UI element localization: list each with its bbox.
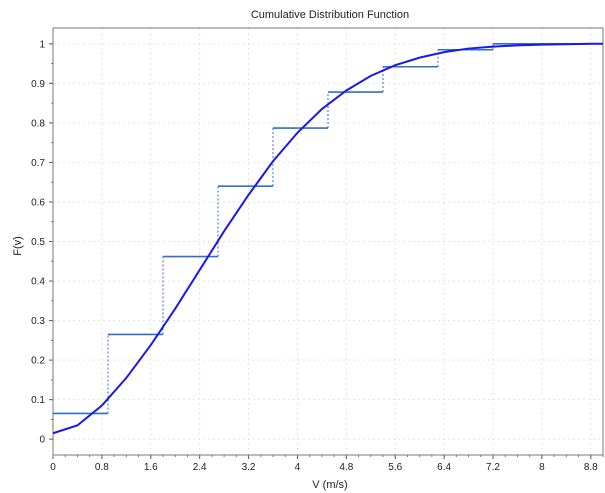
y-axis: 0 0.1 0.2 0.3 0.4 0.5 0.6 0.7 0.8 0.9 1	[31, 39, 53, 446]
x-tick-label: 7.2	[486, 462, 500, 473]
x-tick-label: 0	[50, 462, 56, 473]
y-tick-label: 1	[39, 39, 45, 50]
chart-title: Cumulative Distribution Function	[251, 9, 409, 21]
y-tick-label: 0	[39, 435, 45, 446]
y-tick-label: 0.5	[31, 237, 45, 248]
x-tick-label: 8.8	[584, 462, 598, 473]
x-tick-label: 3.2	[242, 462, 256, 473]
y-tick-label: 0.8	[31, 118, 45, 129]
x-tick-label: 8	[539, 462, 545, 473]
y-axis-label: F(v)	[12, 236, 24, 256]
x-tick-label: 6.4	[437, 462, 451, 473]
cdf-curve	[52, 42, 603, 435]
series-layer	[52, 42, 603, 435]
y-tick-label: 0.6	[31, 197, 45, 208]
y-tick-label: 0.2	[31, 356, 45, 367]
x-axis: 0 0.8 1.6 2.4 3.2 4 4.8 5.6 6.4 7.2 8 8.8	[50, 455, 604, 473]
x-tick-label: 1.6	[144, 462, 158, 473]
y-tick-label: 0.9	[31, 79, 45, 90]
x-tick-label: 5.6	[388, 462, 402, 473]
x-axis-label: V (m/s)	[312, 479, 347, 491]
y-tick-label: 0.3	[31, 316, 45, 327]
x-tick-label: 4.8	[339, 462, 353, 473]
y-tick-label: 0.4	[31, 277, 45, 288]
y-tick-label: 0.1	[31, 395, 45, 406]
x-tick-label: 0.8	[95, 462, 109, 473]
x-tick-label: 2.4	[193, 462, 207, 473]
y-tick-label: 0.7	[31, 158, 45, 169]
x-tick-label: 4	[295, 462, 301, 473]
